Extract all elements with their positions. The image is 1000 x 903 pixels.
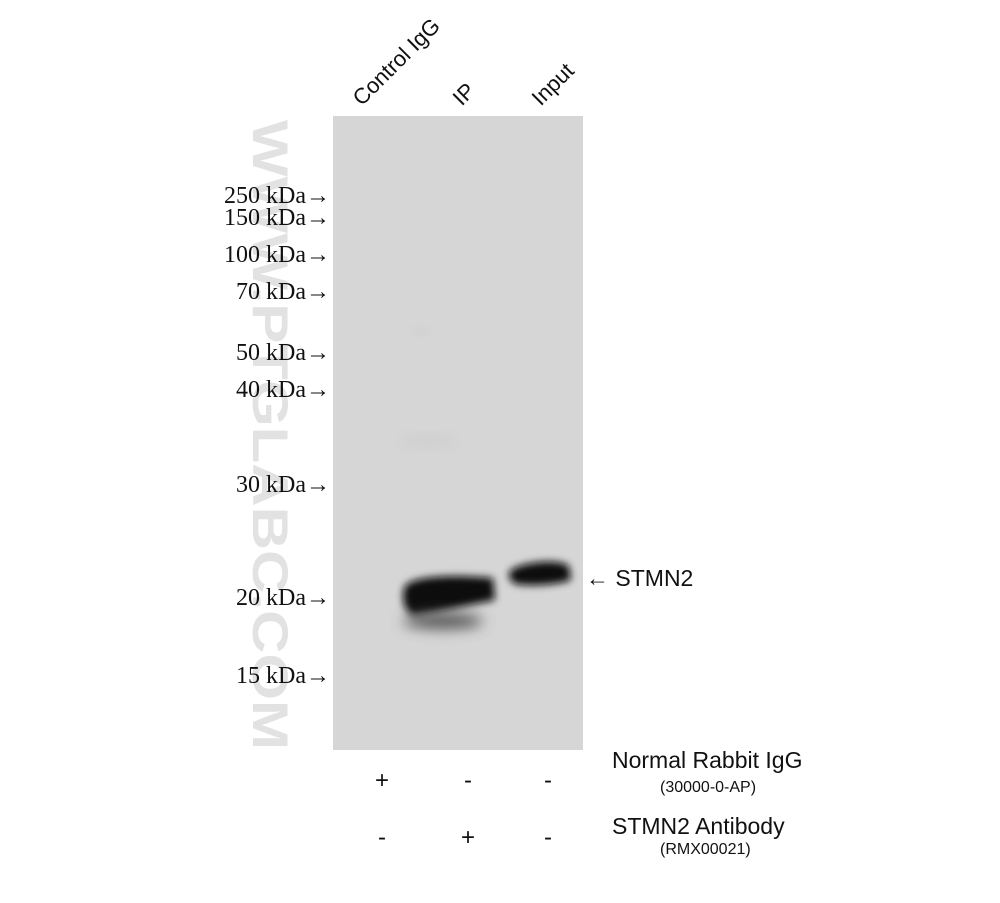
band-ip [403, 576, 495, 616]
marker-30-kda: 30 kDa→ [236, 472, 330, 498]
reagent-name-normal-igg: Normal Rabbit IgG [612, 747, 803, 773]
blot-membrane [333, 116, 583, 750]
target-label-stmn2: ← STMN2 [586, 565, 694, 591]
sign-stmn2-ab-lane3: - [544, 824, 552, 851]
marker-20-kda: 20 kDa→ [236, 585, 330, 611]
marker-150-kda: 150 kDa→ [224, 205, 330, 231]
sign-normal-igg-lane2: - [464, 767, 472, 794]
sign-stmn2-ab-lane1: - [378, 824, 386, 851]
watermark: WWW.PTGLABC.COM [235, 120, 298, 760]
reagent-catalog-normal-igg: (30000-0-AP) [660, 779, 757, 796]
lane-label-ip: IP [447, 77, 480, 111]
sign-normal-igg-lane1: + [374, 767, 389, 794]
marker-40-kda: 40 kDa→ [236, 377, 330, 403]
marker-50-kda: 50 kDa→ [236, 340, 330, 366]
reagent-name-stmn2-antibody: STMN2 Antibody [612, 813, 785, 839]
marker-70-kda: 70 kDa→ [236, 279, 330, 305]
watermark-text: WWW.PTGLABC.COM [242, 120, 295, 750]
sign-stmn2-ab-lane2: + [460, 824, 475, 851]
marker-15-kda: 15 kDa→ [236, 663, 330, 689]
lane-label-input: Input [526, 58, 579, 111]
band-input [508, 561, 571, 586]
reagent-catalog-stmn2-antibody: (RMX00021) [660, 841, 751, 858]
band-ip-tail [403, 613, 483, 629]
marker-100-kda: 100 kDa→ [224, 242, 330, 268]
marker-250-kda: 250 kDa→ [224, 183, 330, 209]
lane-label-control-igg: Control IgG [347, 13, 445, 111]
sign-normal-igg-lane3: - [544, 767, 552, 794]
